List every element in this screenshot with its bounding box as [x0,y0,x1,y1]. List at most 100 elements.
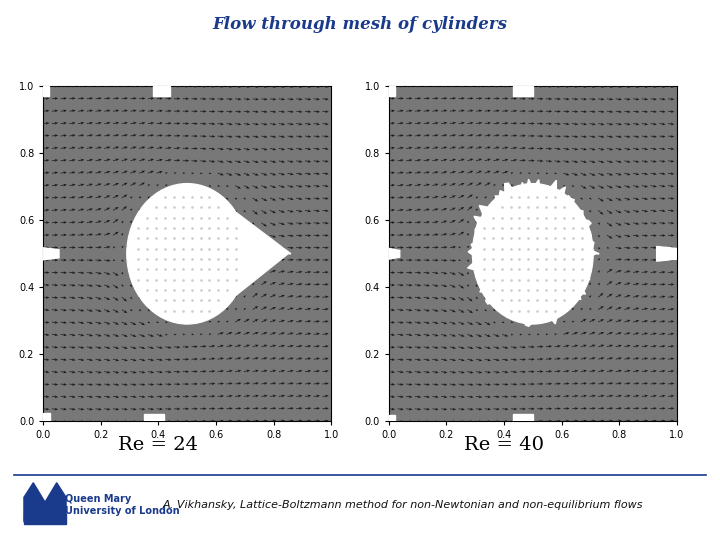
Point [531,213,543,222]
Point [487,265,498,274]
Point [195,213,207,222]
Point [505,306,516,315]
Point [513,193,525,201]
Point [531,234,543,242]
Point [186,203,197,212]
Point [159,213,171,222]
Circle shape [472,184,593,324]
Point [132,244,144,253]
Point [195,203,207,212]
Point [576,224,588,232]
Point [141,244,153,253]
Text: A. Vikhansky, Lattice-Boltzmann method for non-Newtonian and non-equilibrium flo: A. Vikhansky, Lattice-Boltzmann method f… [163,500,644,510]
Point [204,234,215,242]
Point [204,265,215,274]
Polygon shape [389,248,400,259]
Point [496,265,508,274]
Point [141,275,153,284]
Point [567,224,579,232]
Point [505,244,516,253]
Point [567,244,579,253]
Point [505,193,516,201]
Point [496,296,508,305]
Point [177,306,189,315]
Point [204,244,215,253]
Point [513,203,525,212]
Point [549,306,561,315]
Point [150,213,162,222]
Point [531,224,543,232]
Point [505,213,516,222]
Point [513,244,525,253]
Point [541,286,552,294]
Point [558,286,570,294]
Point [195,296,207,305]
Point [531,203,543,212]
Point [168,265,179,274]
Point [505,275,516,284]
Point [195,234,207,242]
Point [558,275,570,284]
Point [496,255,508,264]
Point [222,265,233,274]
Point [177,286,189,294]
Point [186,306,197,315]
Point [523,265,534,274]
Point [523,234,534,242]
Point [505,234,516,242]
Point [478,244,490,253]
Point [177,224,189,232]
Point [523,203,534,212]
Point [230,265,242,274]
Point [523,244,534,253]
Point [496,275,508,284]
Point [487,244,498,253]
Point [177,244,189,253]
Point [168,213,179,222]
Point [168,275,179,284]
Point [212,244,224,253]
Polygon shape [43,86,49,97]
Text: Re = 24: Re = 24 [118,436,199,455]
Point [168,244,179,253]
Point [487,286,498,294]
Point [195,224,207,232]
Point [576,255,588,264]
Point [567,275,579,284]
Point [141,224,153,232]
Point [549,296,561,305]
Point [186,265,197,274]
Point [576,275,588,284]
Point [541,203,552,212]
Point [141,213,153,222]
Point [159,296,171,305]
Point [222,213,233,222]
Point [513,255,525,264]
Point [204,193,215,201]
Point [204,255,215,264]
Point [523,286,534,294]
Point [159,224,171,232]
Point [549,265,561,274]
Point [186,296,197,305]
Point [204,224,215,232]
Point [541,255,552,264]
Point [478,224,490,232]
Polygon shape [24,483,66,522]
Point [212,265,224,274]
Text: Flow through mesh of cylinders: Flow through mesh of cylinders [212,16,508,33]
Point [159,255,171,264]
Text: Re = 40: Re = 40 [464,436,544,455]
Point [531,255,543,264]
Point [523,255,534,264]
Point [159,244,171,253]
Point [186,213,197,222]
Point [513,275,525,284]
Point [496,203,508,212]
Point [496,224,508,232]
Point [558,265,570,274]
Point [168,234,179,242]
Point [541,213,552,222]
Point [549,203,561,212]
Polygon shape [236,212,291,295]
